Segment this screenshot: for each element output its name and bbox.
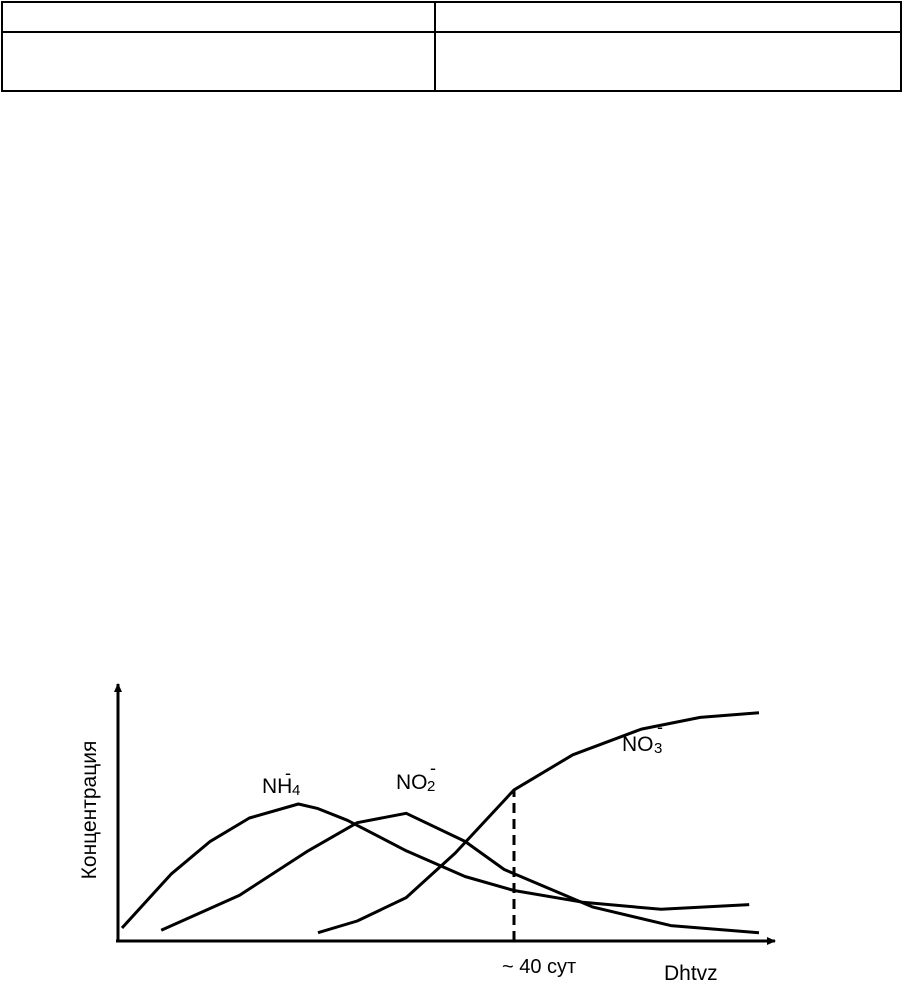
series-label-subscript: 3 [654,740,662,757]
series-label-subscript: 4 [292,782,300,799]
series-label-charge: - [430,758,436,778]
series-label-charge: - [657,717,663,737]
table-cell [1,1,436,33]
day-40-marker-label: ~ 40 сут [502,956,576,978]
series-line-nh4 [120,802,750,930]
header-table [1,1,902,92]
x-axis-label: Dhtvz [664,962,718,983]
table-cell [1,31,436,92]
series-label-main: NO [622,733,654,756]
table-row [1,31,902,92]
series-label-nh4: NH 4 - [262,763,300,799]
table-cell [434,1,902,33]
series-label-main: NH [262,775,292,798]
table-cell [434,31,902,92]
series-label-no2: NO 2 - [396,758,436,795]
table-row [1,1,902,33]
series-line-no2 [160,811,760,935]
series-label-subscript: 2 [427,778,435,795]
y-axis-label: Концентрация [78,741,101,880]
series-line-no3 [317,711,760,935]
series-label-main: NO [396,771,428,794]
series-label-no3: NO 3 - [622,717,663,757]
series-label-charge: - [285,763,291,783]
